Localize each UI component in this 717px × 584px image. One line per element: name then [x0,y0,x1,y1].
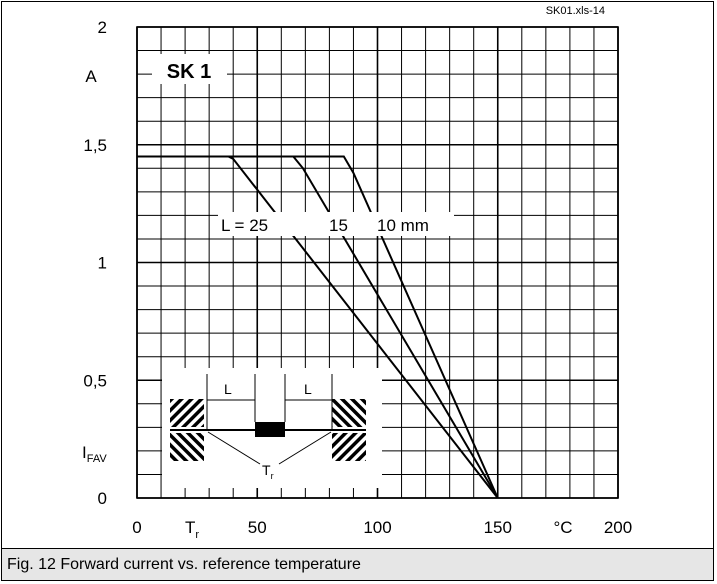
plot-border [136,26,619,499]
right-clamp-top [332,399,366,427]
title-box [152,54,227,84]
x-tick-label: 100 [363,518,391,537]
curve-label-10mm: 10 mm [377,216,429,235]
diode-body [255,422,285,437]
x-axis-symbol: Tr [185,518,199,541]
tr-pointer-right [278,431,332,465]
x-tick-label: 50 [248,518,267,537]
left-clamp-top [170,399,204,427]
x-tick-label: 0 [132,518,141,537]
lead-length-label-right: L [304,381,312,397]
curve-label-25: L = 25 [221,216,268,235]
y-axis-symbol: IFAV [82,443,107,465]
file-label: SK01.xls-14 [546,5,605,17]
right-clamp-bottom [332,433,366,461]
curve-label-bg [218,212,454,236]
caption-bar: Fig. 12 Forward current vs. reference te… [2,548,713,580]
y-tick-label: 1,5 [83,136,107,155]
left-clamp-bottom [170,433,204,461]
curve-label-15: 15 [329,216,348,235]
y-tick-label: 2 [98,18,107,37]
x-tick-label: 200 [604,518,632,537]
y-tick-label: 0,5 [83,371,107,390]
tr-pointer-left [207,431,261,465]
figure-caption: Fig. 12 Forward current vs. reference te… [7,556,361,573]
chart: SK01.xls-14 0 50 100 150 200 0 0,5 1 1,5 2 SK 1 A… [82,5,632,541]
curves [137,155,499,499]
y-tick-label: 1 [98,254,107,273]
series-line-2 [137,155,499,499]
x-tick-label: 150 [484,518,512,537]
y-axis-unit: A [85,67,97,86]
chart-title: SK 1 [167,61,211,83]
tick-labels: 0 50 100 150 200 0 0,5 1 1,5 2 [83,18,632,537]
reference-temp-label: Tr [262,462,274,481]
inset-diagram: L L Tr [162,368,382,488]
x-axis-unit: °C [553,518,572,537]
lead-length-label-left: L [224,381,232,397]
y-tick-label: 0 [98,489,107,508]
